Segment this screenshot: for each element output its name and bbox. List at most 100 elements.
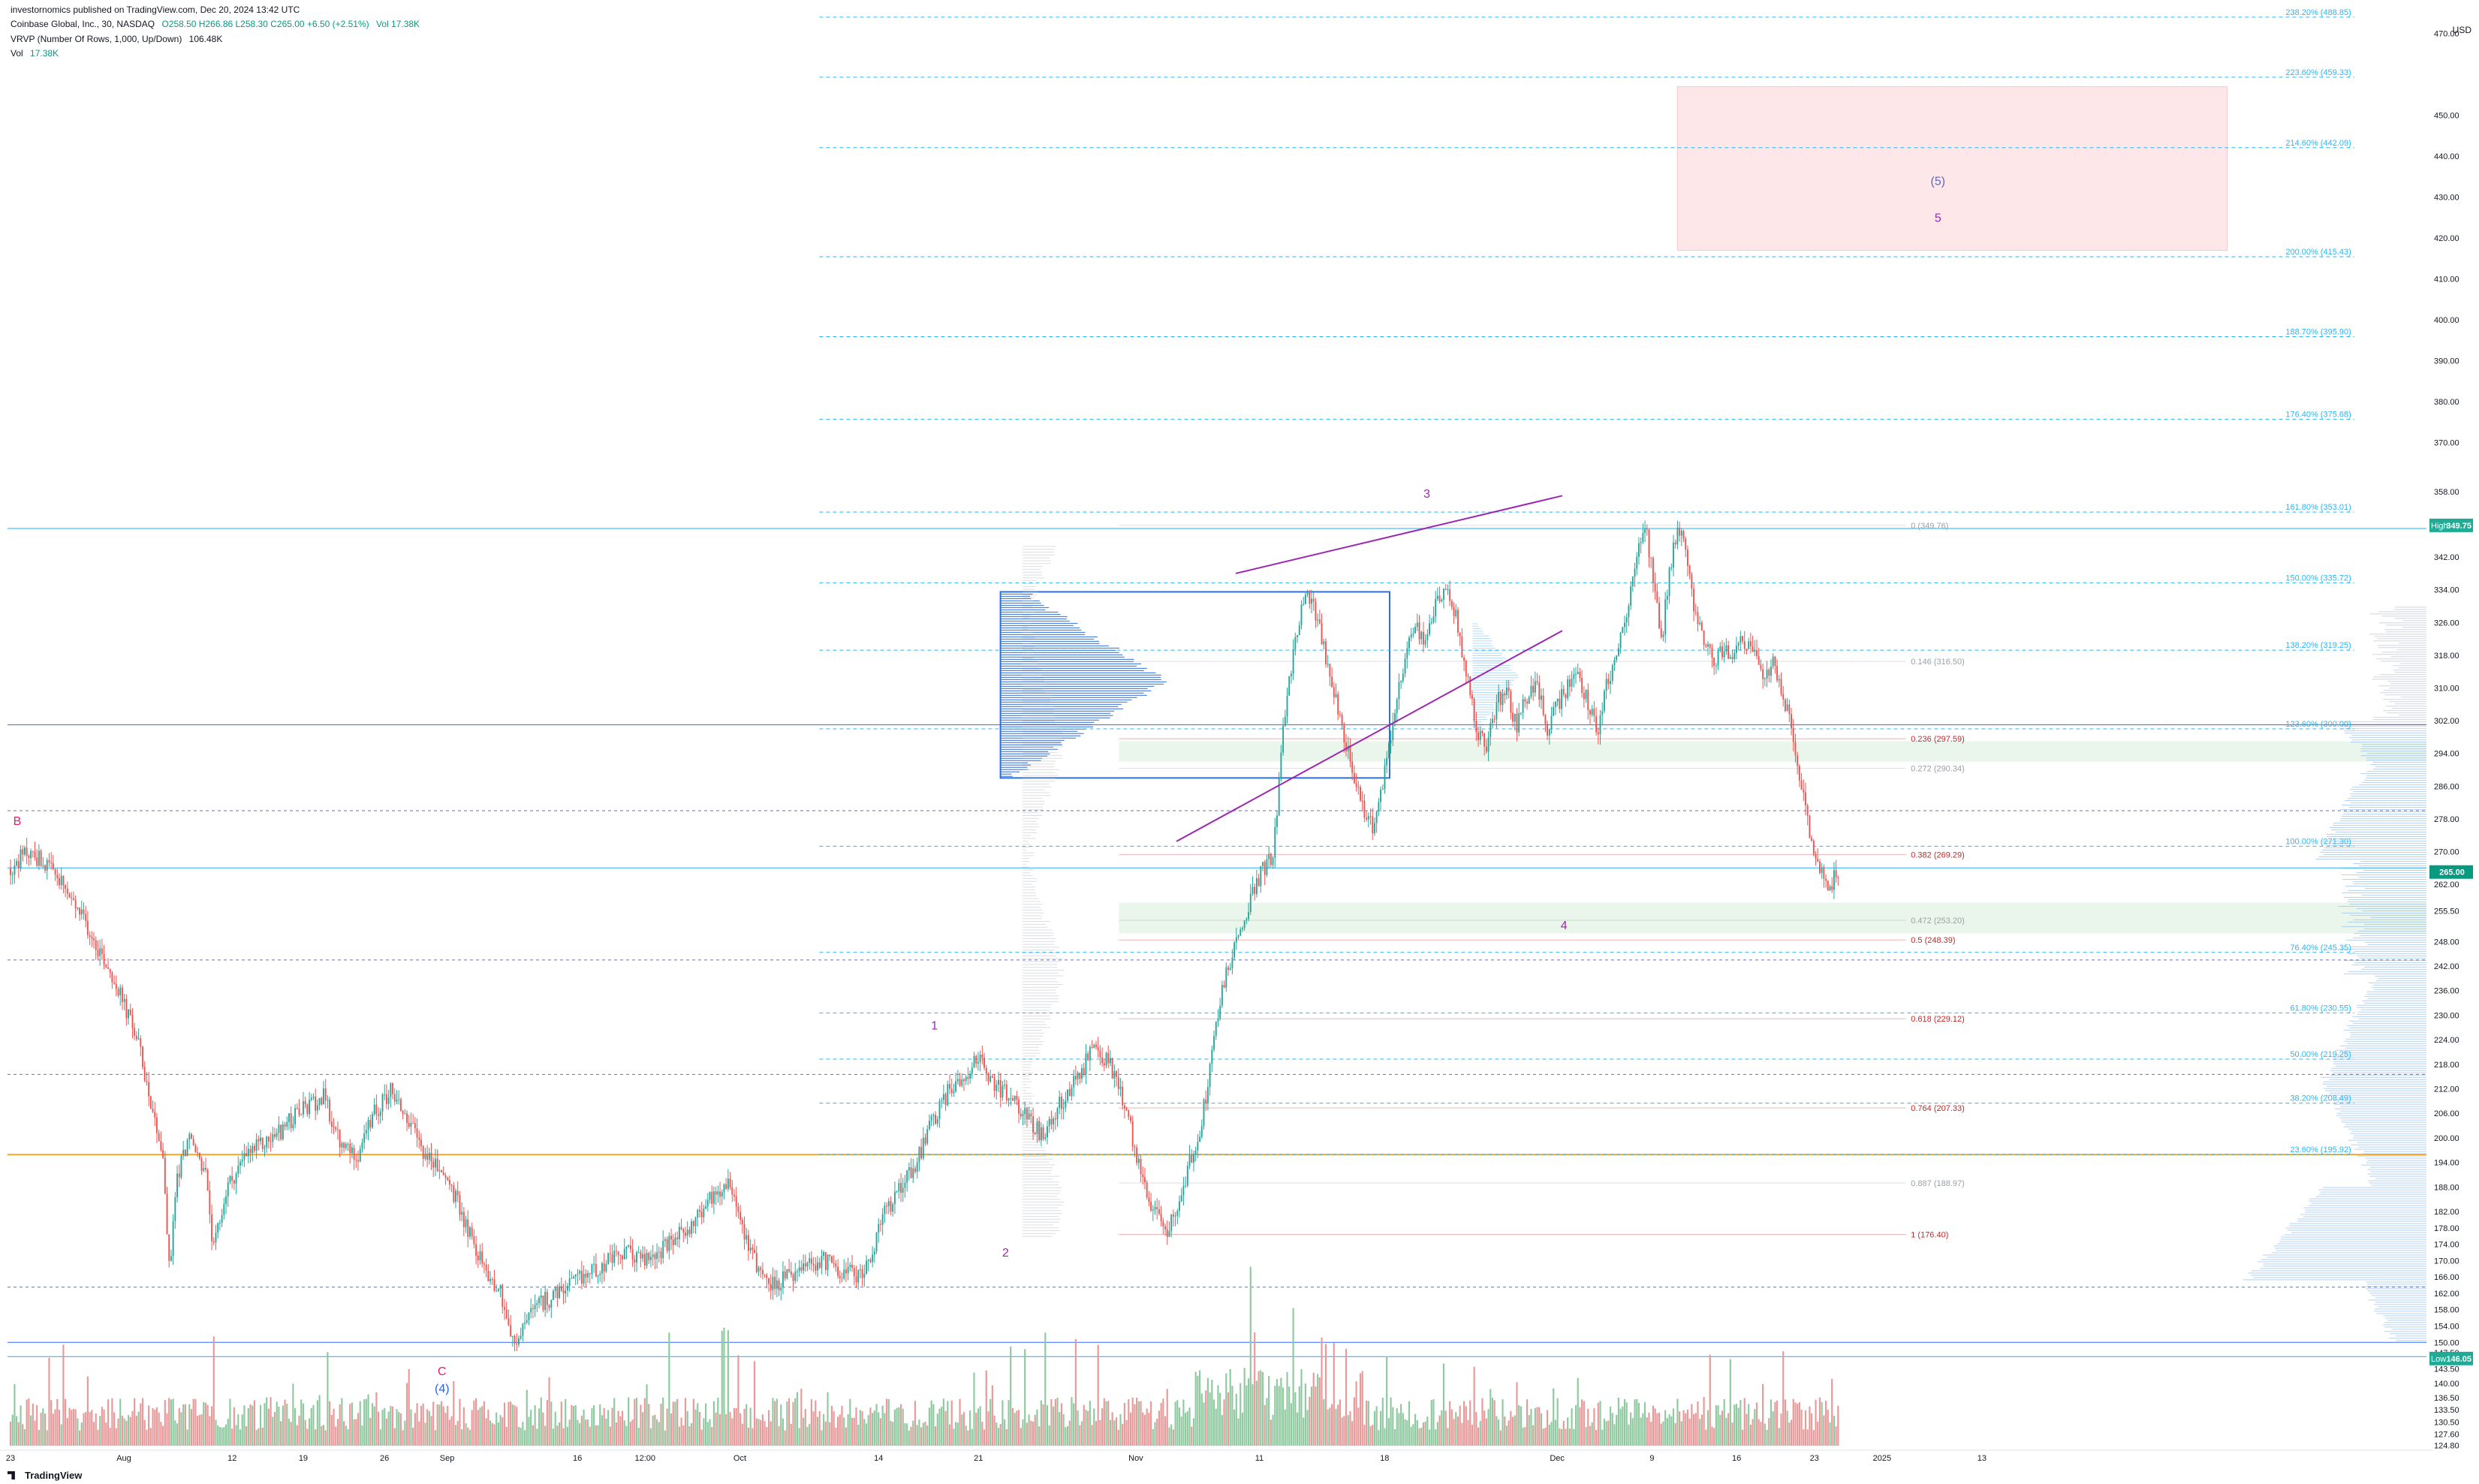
candle-body	[1459, 632, 1461, 637]
vrvp-row	[2395, 618, 2426, 619]
vrvp-row	[2339, 948, 2426, 950]
volume-bar	[1148, 1413, 1150, 1446]
volume-profile-row	[1000, 742, 1062, 743]
volume-bar	[585, 1419, 587, 1446]
volume-bar	[1068, 1420, 1071, 1446]
candle-body	[599, 1273, 601, 1275]
volume-bar	[385, 1418, 388, 1446]
volume-bar	[706, 1422, 709, 1446]
vrvp-row	[2343, 896, 2426, 898]
session-profile-row-2	[1472, 648, 1496, 649]
candle-body	[294, 1108, 297, 1124]
time-axis: 23 Aug 12 19 26 Sep 16 12:00 Oct 14 21 Nov 11 18 Dec 9 1…	[0, 1449, 2432, 1463]
candle-body	[571, 1278, 573, 1280]
session-profile-row	[1022, 889, 1035, 891]
volume-bar	[1595, 1429, 1598, 1446]
candle-body	[162, 1150, 164, 1158]
volume-bar	[1337, 1404, 1339, 1446]
candle-body	[426, 1154, 429, 1160]
volume-profile-row	[1000, 593, 1033, 595]
candle-body	[113, 982, 116, 984]
vrvp-legend[interactable]: VRVP (Number Of Rows, 1,000, Up/Down) 10…	[11, 34, 227, 44]
fib-retracement-label: 0.146 (316.50)	[1911, 658, 1965, 667]
session-profile-row	[1022, 944, 1054, 945]
candle-body	[450, 1184, 453, 1186]
candle-body	[1644, 528, 1646, 533]
volume-bar	[772, 1398, 774, 1446]
candle-body	[369, 1120, 372, 1128]
volume-bar	[656, 1419, 658, 1446]
wave-label: (4)	[435, 1383, 450, 1395]
candle-body	[225, 1196, 227, 1204]
price-tick: 294.00	[2434, 750, 2459, 759]
vrvp-row	[2333, 1058, 2426, 1060]
vrvp-row	[2350, 1034, 2426, 1035]
volume-bar	[209, 1416, 211, 1446]
candle-body	[1366, 817, 1368, 820]
candle-body	[1227, 967, 1229, 970]
session-profile-row	[1022, 932, 1054, 934]
symbol-legend[interactable]: Coinbase Global, Inc., 30, NASDAQ O258.5…	[11, 19, 424, 29]
session-profile-row	[1022, 1181, 1059, 1183]
session-profile-row	[1022, 814, 1043, 816]
volume-bar	[1105, 1401, 1107, 1446]
candle-body	[752, 1248, 754, 1250]
price-tick: 410.00	[2434, 275, 2459, 284]
candle-body	[810, 1258, 812, 1264]
vrvp-row	[2330, 1074, 2426, 1076]
volume-bar	[1780, 1413, 1782, 1446]
volume-bar	[1450, 1409, 1453, 1446]
volume-legend[interactable]: Vol 17.38K	[11, 48, 63, 59]
volume-bar	[1648, 1412, 1650, 1446]
volume-bar	[1483, 1410, 1486, 1446]
volume-bar	[434, 1430, 437, 1446]
candle-body	[1575, 674, 1577, 676]
candle-body	[276, 1133, 278, 1137]
vrvp-row	[2390, 656, 2426, 658]
volume-bar	[662, 1397, 664, 1446]
tradingview-logo[interactable]: TradingView	[8, 1470, 82, 1481]
vrvp-row	[2309, 1200, 2426, 1202]
price-tick: 302.00	[2434, 717, 2459, 726]
volume-bar	[599, 1404, 601, 1446]
vrvp-row	[2390, 1333, 2426, 1335]
fib-retracement-label: 1 (176.40)	[1911, 1230, 1948, 1239]
volume-bar	[1335, 1408, 1337, 1446]
session-profile-row	[1022, 609, 1034, 610]
volume-bar	[936, 1413, 938, 1446]
volume-bar	[1361, 1371, 1363, 1446]
candle-body	[392, 1082, 394, 1094]
candle-body	[495, 1290, 498, 1292]
candle-body	[898, 1182, 900, 1192]
volume-bar	[885, 1398, 888, 1446]
volume-bar	[1583, 1401, 1585, 1446]
volume-bar	[241, 1414, 243, 1446]
vrvp-row	[2375, 1178, 2426, 1179]
volume-bar	[1487, 1409, 1490, 1446]
volume-bar	[1770, 1399, 1773, 1446]
candle-body	[1235, 937, 1237, 943]
candle-body	[705, 1206, 707, 1209]
volume-bar	[1542, 1428, 1544, 1446]
volume-bar	[1829, 1422, 1831, 1446]
vrvp-row	[2351, 1130, 2426, 1132]
candle-body	[993, 1077, 996, 1091]
vrvp-row	[2258, 1261, 2426, 1263]
candle-body	[469, 1227, 471, 1237]
session-profile-row	[1022, 1175, 1060, 1177]
candle-body	[347, 1143, 349, 1145]
volume-profile-row	[1000, 697, 1137, 698]
volume-bar	[1688, 1418, 1691, 1446]
volume-bar	[381, 1410, 384, 1446]
volume-bar	[66, 1418, 68, 1446]
candle-body	[221, 1215, 223, 1223]
candle-body	[345, 1144, 347, 1148]
vrvp-row	[2305, 1212, 2426, 1213]
volume-bar	[473, 1400, 475, 1446]
candle-body	[837, 1266, 839, 1276]
volume-bar	[605, 1418, 607, 1446]
candle-body	[700, 1212, 703, 1218]
session-profile-row	[1022, 640, 1027, 642]
candle-body	[1144, 1177, 1146, 1183]
